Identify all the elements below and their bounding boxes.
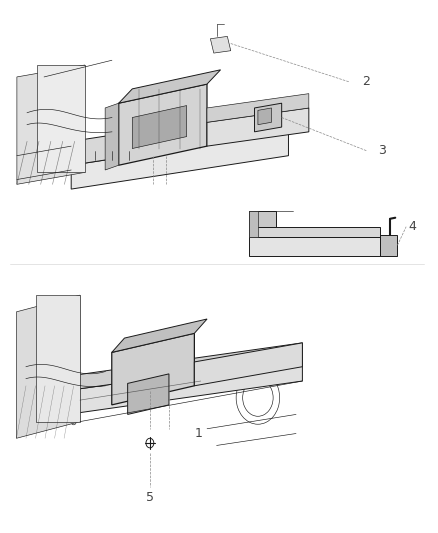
Polygon shape	[105, 103, 119, 170]
Polygon shape	[112, 319, 207, 352]
Polygon shape	[67, 357, 302, 415]
Polygon shape	[112, 333, 194, 405]
Polygon shape	[37, 65, 85, 172]
Polygon shape	[194, 343, 302, 386]
Polygon shape	[71, 132, 289, 189]
Polygon shape	[254, 103, 282, 132]
Polygon shape	[35, 295, 80, 422]
Polygon shape	[250, 237, 380, 256]
Polygon shape	[250, 211, 258, 237]
Text: 4: 4	[408, 220, 416, 233]
Polygon shape	[127, 374, 169, 415]
Polygon shape	[258, 108, 272, 125]
Text: 5: 5	[146, 491, 154, 504]
Polygon shape	[250, 211, 276, 227]
Polygon shape	[380, 235, 397, 256]
Polygon shape	[119, 84, 207, 165]
Polygon shape	[71, 108, 289, 165]
Polygon shape	[17, 295, 80, 438]
Polygon shape	[207, 94, 309, 122]
Polygon shape	[250, 227, 380, 237]
Text: 2: 2	[363, 76, 371, 88]
Text: 1: 1	[194, 427, 202, 440]
Polygon shape	[132, 106, 187, 149]
Polygon shape	[207, 108, 309, 146]
Text: 3: 3	[378, 144, 386, 157]
Polygon shape	[119, 70, 221, 103]
Polygon shape	[67, 343, 302, 391]
Polygon shape	[210, 36, 231, 53]
Polygon shape	[17, 65, 85, 184]
